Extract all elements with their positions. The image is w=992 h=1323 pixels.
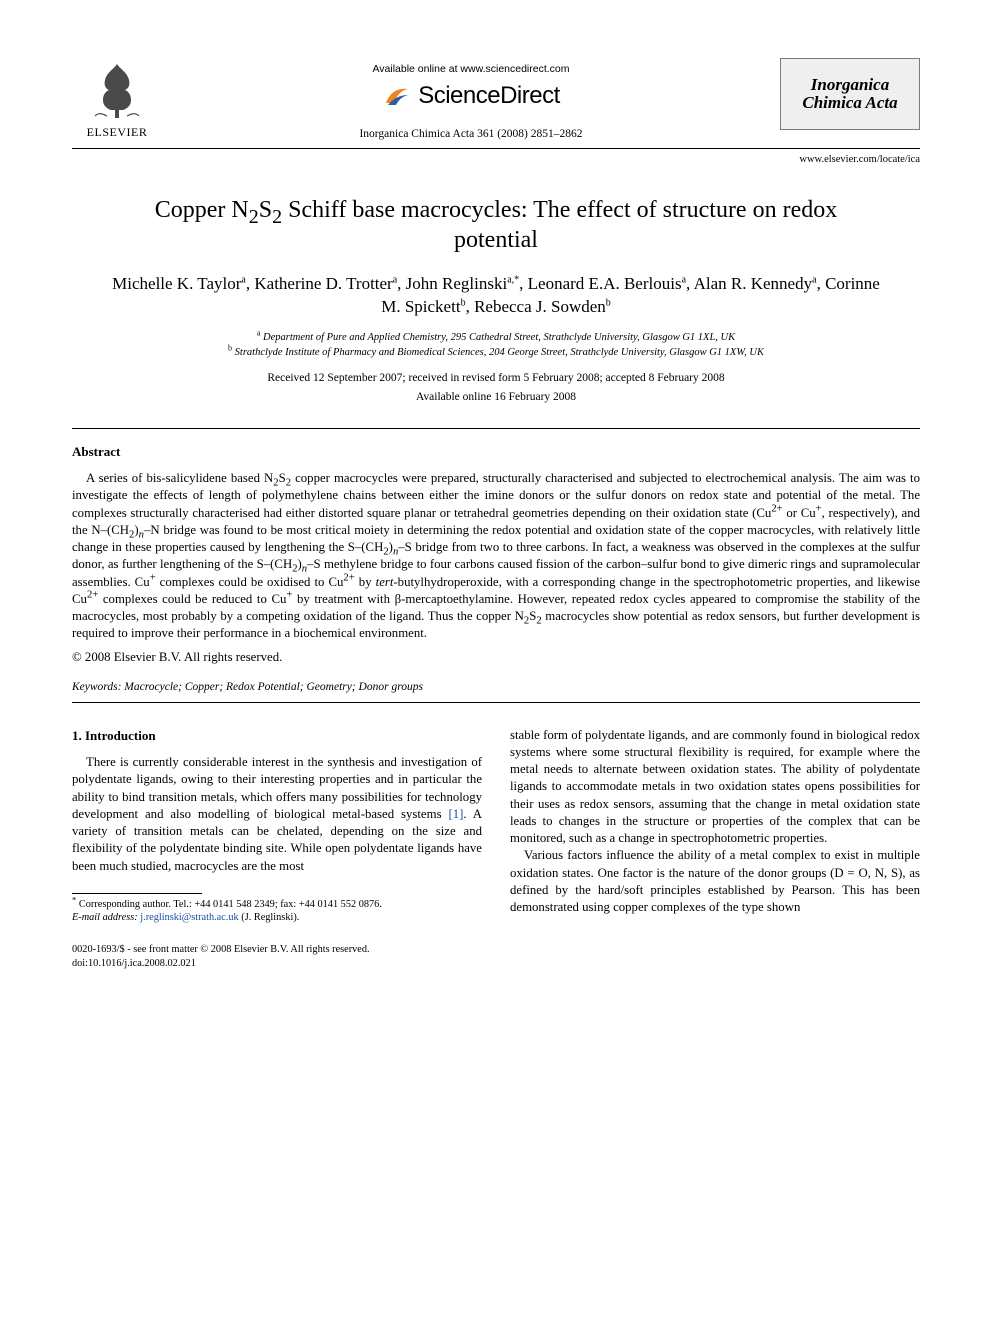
footer-line-1: 0020-1693/$ - see front matter © 2008 El… bbox=[72, 943, 482, 957]
keywords-line: Keywords: Macrocycle; Copper; Redox Pote… bbox=[72, 680, 920, 696]
keywords-label: Keywords: bbox=[72, 681, 121, 693]
journal-cover-block: Inorganica Chimica Acta bbox=[780, 58, 920, 130]
intro-para-1-cont: stable form of polydentate ligands, and … bbox=[510, 727, 920, 848]
author-1-aff: a bbox=[241, 275, 245, 286]
corr-author-text: Corresponding author. Tel.: +44 0141 548… bbox=[79, 899, 382, 910]
intro-para-2: Various factors influence the ability of… bbox=[510, 847, 920, 916]
author-7: Rebecca J. Sowden bbox=[474, 297, 606, 316]
sciencedirect-swoosh-icon bbox=[382, 81, 412, 111]
author-7-aff: b bbox=[606, 298, 611, 309]
affiliation-a: a Department of Pure and Applied Chemist… bbox=[72, 331, 920, 346]
abstract-bottom-rule bbox=[72, 702, 920, 703]
column-right: stable form of polydentate ligands, and … bbox=[510, 727, 920, 971]
author-2: Katherine D. Trotter bbox=[254, 274, 392, 293]
available-online-text: Available online at www.sciencedirect.co… bbox=[372, 62, 569, 76]
author-3-star: * bbox=[514, 275, 519, 286]
author-5-aff: a bbox=[812, 275, 816, 286]
email-footnote: E-mail address: j.reglinski@strath.ac.uk… bbox=[72, 911, 482, 924]
journal-cover-line1: Inorganica bbox=[811, 76, 889, 94]
affiliations: a Department of Pure and Applied Chemist… bbox=[72, 331, 920, 360]
email-label: E-mail address: bbox=[72, 912, 138, 923]
abstract-heading: Abstract bbox=[72, 443, 920, 461]
email-suffix: (J. Reglinski). bbox=[241, 912, 299, 923]
footnote-rule bbox=[72, 893, 202, 894]
title-sub1: 2 bbox=[249, 206, 259, 228]
dates-available: Available online 16 February 2008 bbox=[72, 390, 920, 406]
locate-url: www.elsevier.com/locate/ica bbox=[72, 153, 920, 167]
section-1-heading: 1. Introduction bbox=[72, 727, 482, 745]
keywords-list: Macrocycle; Copper; Redox Potential; Geo… bbox=[121, 681, 423, 693]
abstract-text: A series of bis-salicylidene based N2S2 … bbox=[72, 470, 920, 643]
email-link[interactable]: j.reglinski@strath.ac.uk bbox=[140, 912, 238, 923]
page: ELSEVIER Available online at www.science… bbox=[0, 0, 992, 1010]
journal-cover-box: Inorganica Chimica Acta bbox=[780, 58, 920, 130]
sciencedirect-text: ScienceDirect bbox=[418, 80, 560, 112]
dates-received: Received 12 September 2007; received in … bbox=[72, 371, 920, 387]
author-2-aff: a bbox=[393, 275, 397, 286]
title-post: Schiff base macrocycles: The effect of s… bbox=[282, 197, 837, 253]
author-4-aff: a bbox=[682, 275, 686, 286]
sciencedirect-logo: ScienceDirect bbox=[382, 80, 560, 112]
abstract-body: A series of bis-salicylidene based N2S2 … bbox=[72, 470, 920, 643]
author-1: Michelle K. Taylor bbox=[112, 274, 241, 293]
title-sub2: 2 bbox=[272, 206, 282, 228]
affiliation-b-text: Strathclyde Institute of Pharmacy and Bi… bbox=[235, 347, 764, 358]
footer-doi: doi:10.1016/j.ica.2008.02.021 bbox=[72, 957, 482, 971]
journal-reference: Inorganica Chimica Acta 361 (2008) 2851–… bbox=[359, 127, 582, 143]
author-4: Leonard E.A. Berlouis bbox=[528, 274, 682, 293]
affiliation-b: b Strathclyde Institute of Pharmacy and … bbox=[72, 346, 920, 361]
affiliation-a-text: Department of Pure and Applied Chemistry… bbox=[263, 332, 735, 343]
article-title: Copper N2S2 Schiff base macrocycles: The… bbox=[112, 195, 880, 255]
header-row: ELSEVIER Available online at www.science… bbox=[72, 58, 920, 149]
author-6-aff: b bbox=[461, 298, 466, 309]
abstract-copyright: © 2008 Elsevier B.V. All rights reserved… bbox=[72, 649, 920, 666]
elsevier-logo-block: ELSEVIER bbox=[72, 58, 162, 140]
two-column-body: 1. Introduction There is currently consi… bbox=[72, 727, 920, 971]
authors-line: Michelle K. Taylora, Katherine D. Trotte… bbox=[102, 273, 890, 319]
title-pre: Copper N bbox=[155, 197, 249, 223]
elsevier-wordmark: ELSEVIER bbox=[87, 124, 148, 140]
title-mid1: S bbox=[259, 197, 272, 223]
author-3: John Reglinski bbox=[406, 274, 508, 293]
elsevier-tree-icon bbox=[85, 58, 149, 122]
intro-para-1: There is currently considerable interest… bbox=[72, 754, 482, 875]
column-left: 1. Introduction There is currently consi… bbox=[72, 727, 482, 971]
corresponding-author-footnote: * Corresponding author. Tel.: +44 0141 5… bbox=[72, 898, 482, 911]
abstract-top-rule bbox=[72, 428, 920, 429]
author-5: Alan R. Kennedy bbox=[694, 274, 813, 293]
center-header: Available online at www.sciencedirect.co… bbox=[162, 58, 780, 142]
journal-cover-line2: Chimica Acta bbox=[802, 94, 897, 112]
